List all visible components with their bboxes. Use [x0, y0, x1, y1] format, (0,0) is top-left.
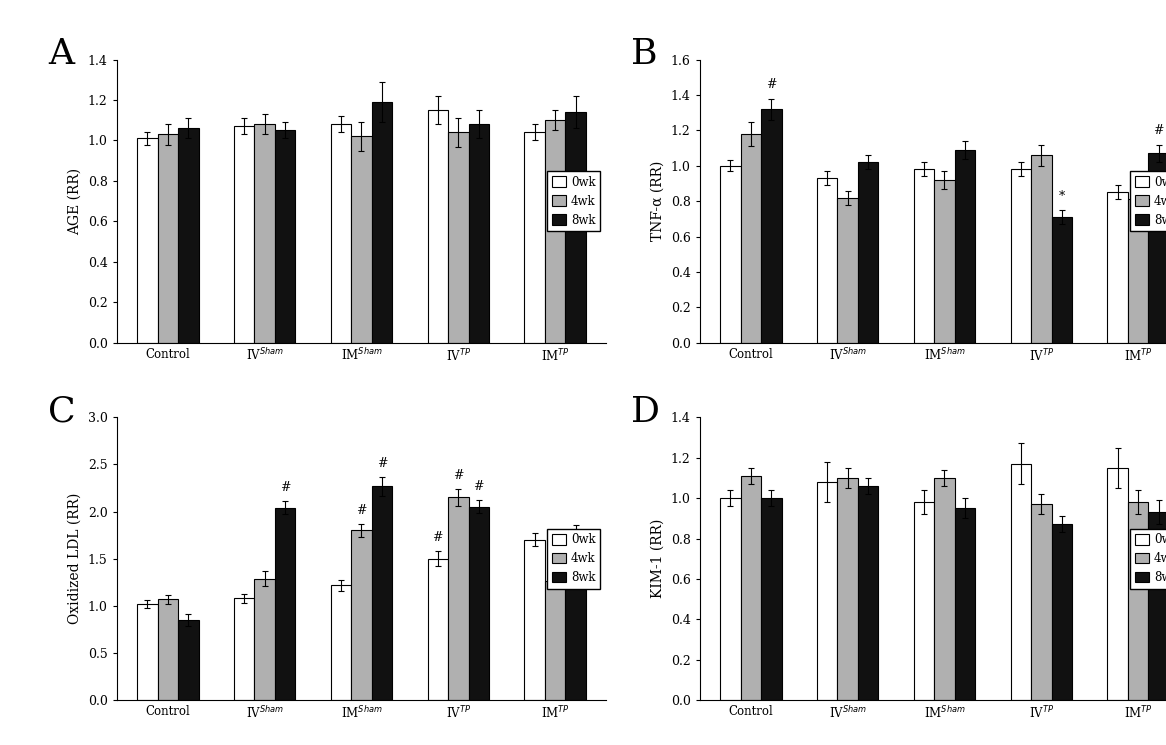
Bar	[721, 498, 740, 700]
Bar	[566, 531, 585, 700]
Text: B: B	[631, 37, 658, 71]
Bar	[448, 133, 469, 343]
Y-axis label: AGE (RR): AGE (RR)	[68, 168, 82, 235]
Bar	[955, 150, 975, 343]
Bar	[428, 559, 448, 700]
Bar	[914, 169, 934, 343]
Bar	[234, 127, 254, 343]
Bar	[428, 110, 448, 343]
Bar	[545, 120, 566, 343]
Text: #: #	[280, 481, 290, 494]
Bar	[1128, 200, 1149, 343]
Bar	[372, 102, 392, 343]
Bar	[1149, 153, 1166, 343]
Bar	[817, 178, 837, 343]
Text: *: *	[1059, 190, 1065, 203]
Bar	[934, 478, 955, 700]
Bar	[351, 136, 372, 343]
Bar	[955, 508, 975, 700]
Y-axis label: TNF-α (RR): TNF-α (RR)	[651, 161, 665, 241]
Text: D: D	[631, 395, 660, 428]
Legend: 0wk, 4wk, 8wk: 0wk, 4wk, 8wk	[548, 529, 600, 589]
Text: #: #	[1153, 124, 1164, 137]
Bar	[740, 476, 761, 700]
Bar	[1031, 504, 1052, 700]
Bar	[469, 507, 489, 700]
Bar	[1128, 502, 1149, 700]
Bar	[138, 139, 157, 343]
Bar	[566, 112, 585, 343]
Bar	[372, 486, 392, 700]
Bar	[1011, 169, 1031, 343]
Bar	[331, 585, 351, 700]
Bar	[1108, 192, 1128, 343]
Bar	[1011, 463, 1031, 700]
Bar	[740, 134, 761, 343]
Bar	[817, 482, 837, 700]
Bar	[351, 530, 372, 700]
Bar	[448, 498, 469, 700]
Bar	[837, 197, 858, 343]
Legend: 0wk, 4wk, 8wk: 0wk, 4wk, 8wk	[1131, 529, 1166, 589]
Bar	[178, 620, 198, 700]
Bar	[234, 598, 254, 700]
Bar	[837, 478, 858, 700]
Y-axis label: Oxidized LDL (RR): Oxidized LDL (RR)	[68, 493, 82, 624]
Text: A: A	[48, 37, 73, 71]
Bar	[934, 180, 955, 343]
Legend: 0wk, 4wk, 8wk: 0wk, 4wk, 8wk	[1131, 171, 1166, 231]
Bar	[254, 579, 275, 700]
Bar	[545, 581, 566, 700]
Bar	[721, 166, 740, 343]
Bar	[254, 124, 275, 343]
Text: *: *	[552, 555, 559, 568]
Text: #: #	[766, 78, 777, 92]
Text: #: #	[433, 531, 443, 544]
Bar	[525, 540, 545, 700]
Text: #: #	[473, 481, 484, 493]
Y-axis label: KIM-1 (RR): KIM-1 (RR)	[651, 519, 665, 598]
Bar	[858, 162, 878, 343]
Bar	[178, 128, 198, 343]
Bar	[1149, 513, 1166, 700]
Text: #: #	[377, 457, 387, 469]
Bar	[1031, 155, 1052, 343]
Bar	[1052, 217, 1072, 343]
Bar	[858, 486, 878, 700]
Bar	[469, 124, 489, 343]
Bar	[1052, 524, 1072, 700]
Bar	[525, 133, 545, 343]
Legend: 0wk, 4wk, 8wk: 0wk, 4wk, 8wk	[548, 171, 600, 231]
Bar	[1108, 468, 1128, 700]
Text: C: C	[48, 395, 76, 428]
Bar	[157, 134, 178, 343]
Bar	[275, 130, 295, 343]
Bar	[157, 599, 178, 700]
Bar	[138, 604, 157, 700]
Bar	[275, 508, 295, 700]
Text: #: #	[356, 504, 367, 517]
Bar	[331, 124, 351, 343]
Bar	[914, 502, 934, 700]
Bar	[761, 110, 781, 343]
Text: #: #	[454, 469, 464, 482]
Bar	[761, 498, 781, 700]
